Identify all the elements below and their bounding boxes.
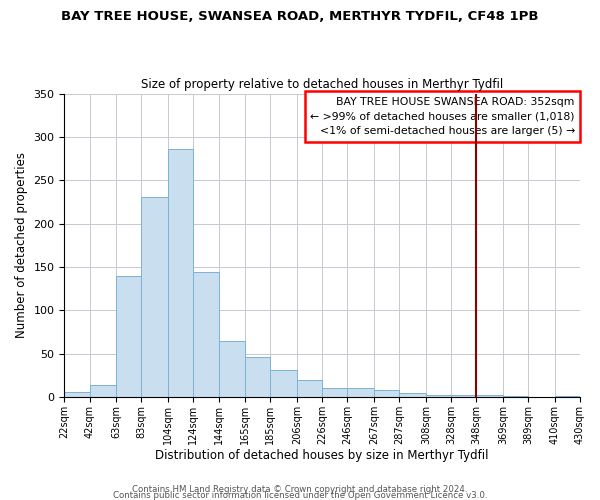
Bar [347, 388, 374, 397]
Bar [555, 396, 580, 397]
Bar [89, 385, 116, 397]
Bar [426, 395, 451, 397]
X-axis label: Distribution of detached houses by size in Merthyr Tydfil: Distribution of detached houses by size … [155, 450, 489, 462]
Bar [451, 395, 476, 397]
Bar [399, 394, 426, 397]
Text: BAY TREE HOUSE, SWANSEA ROAD, MERTHYR TYDFIL, CF48 1PB: BAY TREE HOUSE, SWANSEA ROAD, MERTHYR TY… [61, 10, 539, 23]
Bar [193, 272, 218, 397]
Bar [322, 388, 347, 397]
Bar [64, 392, 89, 397]
Text: Contains public sector information licensed under the Open Government Licence v3: Contains public sector information licen… [113, 490, 487, 500]
Bar [374, 390, 399, 397]
Bar [245, 357, 271, 397]
Bar [168, 149, 193, 397]
Bar [476, 395, 503, 397]
Y-axis label: Number of detached properties: Number of detached properties [15, 152, 28, 338]
Bar [297, 380, 322, 397]
Text: BAY TREE HOUSE SWANSEA ROAD: 352sqm
← >99% of detached houses are smaller (1,018: BAY TREE HOUSE SWANSEA ROAD: 352sqm ← >9… [310, 96, 575, 136]
Bar [116, 276, 142, 397]
Text: Contains HM Land Registry data © Crown copyright and database right 2024.: Contains HM Land Registry data © Crown c… [132, 484, 468, 494]
Title: Size of property relative to detached houses in Merthyr Tydfil: Size of property relative to detached ho… [141, 78, 503, 91]
Bar [142, 196, 168, 397]
Bar [503, 396, 528, 397]
Bar [218, 340, 245, 397]
Bar [271, 370, 297, 397]
